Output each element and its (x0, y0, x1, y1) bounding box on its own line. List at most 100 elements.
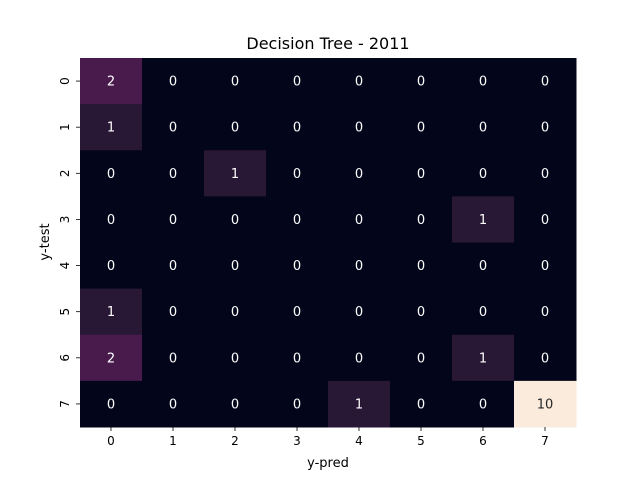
cell-value-label: 0 (355, 351, 363, 366)
heatmap-cell-r4-c3 (266, 242, 329, 290)
cell-value-label: 0 (479, 305, 487, 320)
x-tick-label: 0 (107, 434, 115, 448)
heatmap-cell-r0-c1 (142, 58, 205, 105)
heatmap-cell-r4-c2 (204, 242, 267, 290)
heatmap-cell-r2-c0 (80, 150, 143, 197)
cell-value-label: 0 (355, 213, 363, 228)
y-tick-label: 7 (58, 400, 72, 408)
cell-value-label: 0 (541, 121, 549, 136)
cell-value-label: 0 (417, 213, 425, 228)
heatmap-cell-r3-c1 (142, 196, 205, 243)
heatmap-cell-r0-c5 (390, 58, 453, 105)
heatmap-cell-r1-c6 (452, 104, 515, 151)
cell-value-label: 0 (107, 259, 115, 274)
cell-value-label: 0 (479, 75, 487, 90)
heatmap-cell-r6-c5 (390, 334, 453, 382)
cell-value-label: 0 (355, 75, 363, 90)
heatmap-cell-r0-c4 (328, 58, 391, 105)
cell-value-label: 0 (355, 305, 363, 320)
cell-value-label: 0 (293, 75, 301, 90)
heatmap-cell-r0-c7 (514, 58, 577, 105)
cell-value-label: 0 (231, 397, 239, 412)
x-tick-label: 5 (417, 434, 425, 448)
cell-value-label: 1 (479, 351, 487, 366)
heatmap-cell-r3-c4 (328, 196, 391, 243)
heatmap-cell-r7-c0 (80, 380, 143, 428)
x-tick-label: 4 (355, 434, 363, 448)
cell-value-label: 0 (231, 121, 239, 136)
cell-value-label: 0 (107, 213, 115, 228)
cell-value-label: 0 (417, 305, 425, 320)
heatmap-cell-r3-c5 (390, 196, 453, 243)
heatmap-cell-r7-c1 (142, 380, 205, 428)
x-tick-label: 3 (293, 434, 301, 448)
cell-value-label: 0 (293, 397, 301, 412)
x-tick-label: 6 (479, 434, 487, 448)
cell-value-label: 0 (169, 213, 177, 228)
heatmap-cell-r7-c6 (452, 380, 515, 428)
cell-value-label: 0 (541, 305, 549, 320)
heatmap-cell-r4-c7 (514, 242, 577, 290)
heatmap-cell-r3-c7 (514, 196, 577, 243)
y-tick-label: 6 (58, 354, 72, 362)
cell-value-label: 0 (479, 259, 487, 274)
y-axis-label: y-test (38, 223, 53, 260)
heatmap-cell-r3-c2 (204, 196, 267, 243)
heatmap-cell-r2-c6 (452, 150, 515, 197)
heatmap-cell-r3-c0 (80, 196, 143, 243)
cell-value-label: 2 (107, 75, 115, 90)
heatmap-cell-r2-c7 (514, 150, 577, 197)
cell-value-label: 0 (169, 305, 177, 320)
heatmap-cell-r2-c5 (390, 150, 453, 197)
cell-value-label: 0 (293, 213, 301, 228)
cell-value-label: 0 (417, 75, 425, 90)
y-tick-label: 0 (58, 77, 72, 85)
heatmap-cell-r6-c1 (142, 334, 205, 382)
cell-value-label: 0 (541, 167, 549, 182)
x-tick-label: 1 (169, 434, 177, 448)
cell-value-label: 0 (417, 121, 425, 136)
heatmap-cell-r7-c4 (328, 380, 391, 428)
heatmap-cell-r5-c7 (514, 288, 577, 336)
y-tick-label: 4 (58, 262, 72, 270)
cell-value-label: 0 (417, 397, 425, 412)
y-axis-ticks: 0 1 2 3 4 5 6 7 (58, 77, 80, 408)
y-tick-label: 2 (58, 169, 72, 177)
heatmap-cell-r1-c1 (142, 104, 205, 151)
cell-value-label: 0 (107, 167, 115, 182)
chart-title: Decision Tree - 2011 (246, 34, 409, 53)
heatmap-cell-r7-c5 (390, 380, 453, 428)
heatmap-cell-r5-c5 (390, 288, 453, 336)
cell-value-label: 0 (293, 121, 301, 136)
heatmap-cell-r3-c6 (452, 196, 515, 243)
cell-value-label: 0 (169, 121, 177, 136)
x-axis-label: y-pred (307, 456, 349, 471)
y-tick-label: 1 (58, 123, 72, 131)
heatmap-cell-r5-c6 (452, 288, 515, 336)
cell-value-label: 0 (169, 75, 177, 90)
heatmap-cell-r6-c7 (514, 334, 577, 382)
heatmap-cell-r0-c3 (266, 58, 329, 105)
x-axis-ticks: 0 1 2 3 4 5 6 7 (107, 427, 549, 448)
heatmap-cell-r5-c1 (142, 288, 205, 336)
heatmap-cell-r2-c2 (204, 150, 267, 197)
cell-value-label: 0 (417, 259, 425, 274)
heatmap-cell-r2-c3 (266, 150, 329, 197)
cell-value-label: 1 (107, 121, 115, 136)
heatmap-cell-r4-c6 (452, 242, 515, 290)
cell-value-label: 0 (293, 259, 301, 274)
cell-value-label: 0 (479, 167, 487, 182)
cell-value-label: 0 (541, 75, 549, 90)
heatmap-cell-r1-c4 (328, 104, 391, 151)
cell-value-label: 0 (293, 305, 301, 320)
heatmap-cell-r6-c2 (204, 334, 267, 382)
heatmap-cell-r6-c6 (452, 334, 515, 382)
cell-value-label: 0 (169, 397, 177, 412)
cell-value-label: 1 (479, 213, 487, 228)
heatmap-cell-r6-c0 (80, 334, 143, 382)
cell-value-label: 0 (355, 121, 363, 136)
y-tick-label: 3 (58, 216, 72, 224)
heatmap-cell-r5-c0 (80, 288, 143, 336)
cell-value-label: 0 (355, 167, 363, 182)
cell-value-label: 0 (355, 259, 363, 274)
